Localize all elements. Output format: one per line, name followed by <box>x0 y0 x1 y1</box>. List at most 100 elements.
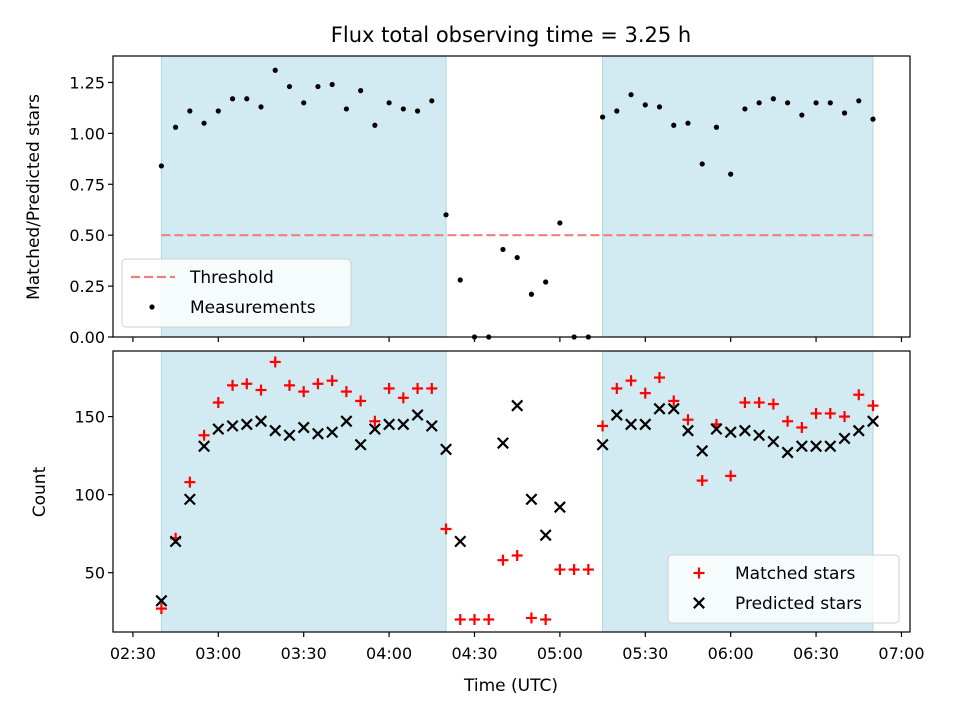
predicted-star-point <box>753 429 766 442</box>
matched-star-point <box>597 420 609 432</box>
legend-matched-swatch <box>693 567 705 579</box>
predicted-star-point <box>553 501 566 514</box>
matched-star-point <box>468 614 480 626</box>
matched-star-point <box>611 382 623 394</box>
matched-star-point <box>269 356 281 368</box>
legend-threshold-label: Threshold <box>189 268 274 288</box>
measurement-point <box>258 104 264 110</box>
measurement-point <box>443 212 449 218</box>
x-tick-label: 06:30 <box>793 644 839 663</box>
top-y-tick-label: 0.00 <box>69 328 105 347</box>
matched-star-point <box>198 429 210 441</box>
top-panel: 0.00 0.25 0.50 0.75 1.00 1.25 Matched/Predict… <box>24 55 911 347</box>
predicted-star-point <box>155 594 168 607</box>
x-tick-label: 06:00 <box>708 644 754 663</box>
matched-star-point <box>682 414 694 426</box>
matched-star-point <box>241 378 253 390</box>
predicted-star-point <box>226 419 239 432</box>
matched-star-point <box>753 397 765 409</box>
predicted-star-point <box>169 535 182 548</box>
bottom-legend-box <box>667 554 900 624</box>
x-tick-label: 03:30 <box>281 644 327 663</box>
matched-star-point <box>184 476 196 488</box>
matched-star-point <box>582 564 594 576</box>
predicted-star-point <box>425 419 438 432</box>
top-shaded-interval <box>602 55 874 338</box>
matched-star-point <box>298 386 310 398</box>
x-tick-label: 02:30 <box>110 644 156 663</box>
measurement-point <box>742 106 748 112</box>
matched-star-point <box>511 550 523 562</box>
predicted-star-point <box>667 402 680 415</box>
predicted-star-point <box>212 423 225 436</box>
measurement-point <box>286 83 293 90</box>
measurement-point <box>514 254 520 261</box>
measurement-point <box>386 100 392 106</box>
matched-star-point <box>440 523 452 535</box>
bottom-y-axis-label: Count <box>30 466 50 517</box>
legend-predicted-swatch <box>693 597 705 609</box>
bottom-y-tick-label: 100 <box>74 486 105 505</box>
predicted-star-point <box>824 440 837 453</box>
measurement-point <box>315 83 321 90</box>
measurement-point <box>713 124 720 130</box>
bottom-axes-frame <box>112 350 911 633</box>
matched-star-point <box>725 470 737 482</box>
predicted-star-point <box>795 440 808 453</box>
predicted-star-point <box>525 493 538 506</box>
matched-star-point <box>283 379 295 391</box>
predicted-star-point <box>724 426 737 439</box>
predicted-star-point <box>255 415 267 428</box>
predicted-star-point <box>283 429 296 442</box>
matched-star-point <box>625 375 637 387</box>
measurement-point <box>372 122 378 128</box>
matched-star-point <box>227 379 239 391</box>
matched-star-point <box>454 614 466 626</box>
bottom-y-ticks: 50 100 150 <box>74 408 113 583</box>
measurement-point <box>358 88 364 94</box>
predicted-star-point <box>496 437 509 450</box>
measurement-point <box>728 171 734 177</box>
predicted-star-point <box>198 440 211 453</box>
predicted-star-point <box>738 424 751 437</box>
top-y-tick-label: 0.25 <box>69 277 105 296</box>
predicted-star-point <box>539 529 552 542</box>
predicted-star-point <box>240 418 253 431</box>
top-y-tick-label: 0.50 <box>69 226 105 245</box>
x-tick-label: 04:00 <box>366 644 412 663</box>
matched-star-point <box>540 614 552 626</box>
predicted-star-point <box>397 418 410 431</box>
measurement-point <box>656 104 663 110</box>
legend-measurement-swatch <box>149 304 155 310</box>
measurement-point <box>414 108 421 114</box>
matched-star-point <box>525 612 537 624</box>
measurement-point <box>158 163 164 169</box>
matched-star-point <box>839 411 851 423</box>
measurement-point <box>841 110 848 116</box>
predicted-star-point <box>696 444 709 457</box>
predicted-star-point <box>867 415 879 428</box>
measurement-point <box>856 98 862 104</box>
matched-star-point <box>796 421 808 433</box>
x-tick-label: 04:30 <box>451 644 497 663</box>
predicted-star-point <box>838 432 851 445</box>
matched-star-point <box>369 415 381 427</box>
matched-star-point <box>824 407 836 419</box>
matched-star-point <box>767 398 779 410</box>
top-y-tick-label: 1.25 <box>69 73 105 92</box>
predicted-star-point <box>269 424 282 437</box>
predicted-star-point <box>781 446 794 459</box>
measurement-point <box>543 279 549 285</box>
x-tick-label: 05:30 <box>622 644 668 663</box>
predicted-star-point <box>596 438 609 451</box>
predicted-star-point <box>183 493 196 506</box>
measurement-point <box>799 112 805 118</box>
matched-star-point <box>668 395 680 407</box>
measurement-point <box>500 246 506 253</box>
measurement-point <box>400 106 406 112</box>
measurement-point <box>187 108 193 114</box>
x-tick-label: 03:00 <box>195 644 241 663</box>
matched-star-point <box>497 554 509 566</box>
top-y-axis-label: Matched/Predicted stars <box>24 94 44 300</box>
